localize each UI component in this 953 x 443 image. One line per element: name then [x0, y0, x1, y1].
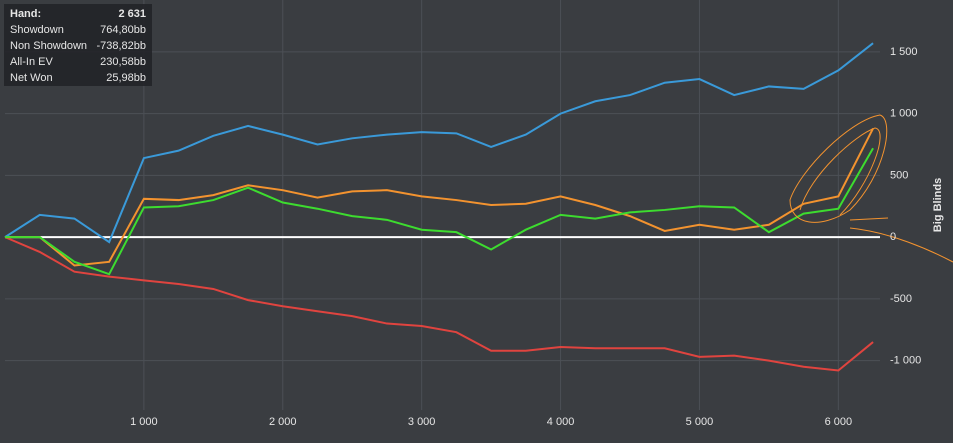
y-tick-label: -500	[890, 293, 912, 305]
stats-panel	[4, 4, 152, 86]
y-axis-label: Big Blinds	[932, 178, 944, 232]
annotation-circle	[799, 127, 881, 216]
annotation-arrow	[849, 217, 953, 263]
legend-label: Non Showdown	[10, 40, 87, 52]
y-tick-label: -1 000	[890, 355, 921, 367]
series-line	[5, 147, 874, 276]
series-line	[4, 42, 874, 244]
legend-label: Showdown	[10, 24, 64, 36]
y-tick-label: 0	[890, 231, 896, 243]
stats-value: 2 631	[118, 8, 146, 20]
series-line	[5, 127, 874, 267]
legend-value: -738,82bb	[96, 40, 146, 52]
stats-label: Hand:	[10, 8, 41, 20]
y-tick-label: 1 000	[890, 108, 918, 120]
y-tick-label: 500	[890, 169, 908, 181]
legend-value: 230,58bb	[100, 56, 146, 68]
x-tick-label: 3 000	[408, 416, 436, 428]
x-tick-label: 6 000	[825, 416, 853, 428]
x-tick-label: 4 000	[547, 416, 575, 428]
annotation-circle	[789, 114, 888, 223]
annotation	[789, 114, 953, 263]
legend-value: 764,80bb	[100, 24, 146, 36]
legend-value: 25,98bb	[106, 72, 146, 84]
x-tick-label: 5 000	[686, 416, 714, 428]
legend-label: All-In EV	[10, 56, 53, 68]
legend-label: Net Won	[10, 72, 53, 84]
series-line	[4, 236, 874, 372]
y-tick-label: 1 500	[890, 46, 918, 58]
x-tick-label: 2 000	[269, 416, 297, 428]
x-tick-label: 1 000	[130, 416, 158, 428]
